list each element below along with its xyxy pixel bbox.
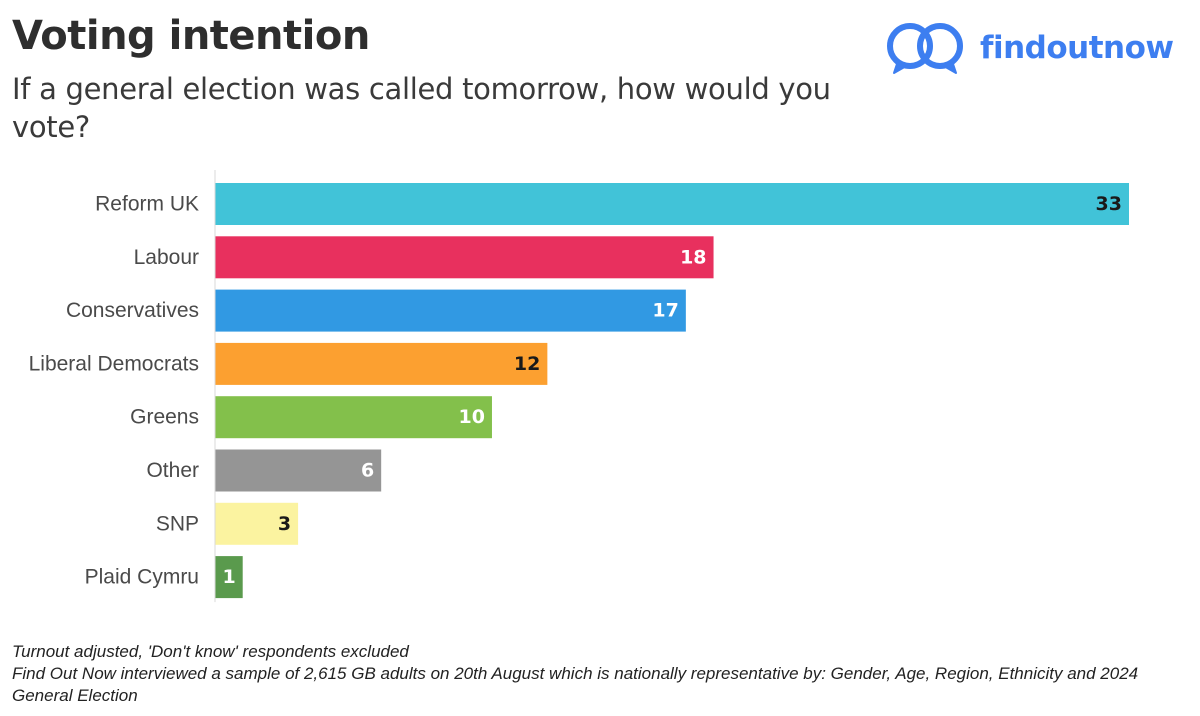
bar-other [215, 449, 382, 492]
footnote-turnout: Turnout adjusted, 'Don't know' responden… [12, 642, 409, 661]
bar-reform-uk [215, 183, 1129, 225]
data-label-other: 6 [361, 460, 374, 482]
category-label-labour: Labour [134, 246, 199, 269]
category-label-greens: Greens [130, 406, 199, 429]
category-label-other: Other [146, 459, 199, 482]
chart-subtitle: If a general election was called tomorro… [12, 72, 831, 144]
data-label-reform-uk: 33 [1096, 193, 1122, 215]
bar-conservatives [215, 289, 686, 332]
bar-greens [215, 396, 492, 439]
bar-snp [215, 502, 299, 545]
footnotes: Turnout adjusted, 'Don't know' responden… [12, 641, 1188, 707]
data-label-labour: 18 [680, 246, 706, 268]
category-label-reform-uk: Reform UK [95, 193, 199, 216]
chart-title: Voting intention [12, 13, 370, 59]
footnote-methodology: Find Out Now interviewed a sample of 2,6… [12, 664, 1139, 705]
data-label-snp: 3 [278, 513, 291, 535]
bar-liberal-democrats [215, 342, 548, 385]
data-label-plaid-cymru: 1 [222, 566, 235, 588]
category-label-conservatives: Conservatives [66, 299, 199, 322]
category-label-snp: SNP [156, 512, 199, 535]
bar-chart: Reform UK 33 Labour 18 Conservatives 17 Libera… [29, 170, 1129, 603]
data-label-greens: 10 [459, 406, 485, 428]
brand-name: findoutnow [980, 30, 1174, 66]
bar-plaid-cymru [215, 556, 243, 599]
speech-bubbles-logo-icon [887, 23, 963, 74]
data-label-liberal-democrats: 12 [514, 353, 540, 375]
data-label-conservatives: 17 [652, 300, 678, 322]
brand-logo: findoutnow [884, 18, 1174, 78]
category-label-liberal-democrats: Liberal Democrats [29, 352, 199, 375]
bar-labour [215, 236, 714, 279]
category-label-plaid-cymru: Plaid Cymru [85, 566, 199, 589]
